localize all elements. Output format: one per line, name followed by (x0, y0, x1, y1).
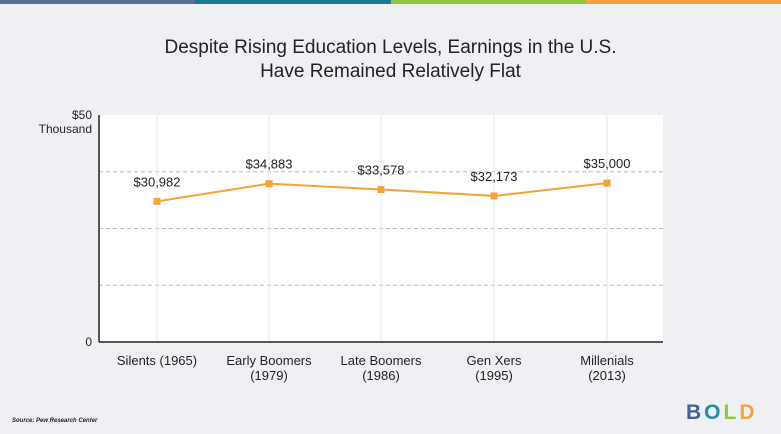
logo-letter: D (739, 401, 758, 424)
top-bar-segment (390, 0, 586, 4)
y-tick-label: $50 (72, 108, 92, 122)
top-bar-segment (585, 0, 781, 4)
top-bar-segment (0, 0, 196, 4)
top-color-bar (0, 0, 781, 4)
chart-title-line-1: Despite Rising Education Levels, Earning… (164, 37, 617, 58)
chart-title-line-2: Have Remained Relatively Flat (260, 61, 521, 82)
y-tick-label: 0 (85, 335, 92, 349)
chart-title: Despite Rising Education Levels, Earning… (0, 36, 781, 84)
data-label: $32,173 (471, 169, 518, 184)
x-tick-label: Millenials (580, 353, 634, 368)
x-tick-label: (1979) (250, 368, 288, 383)
data-point (490, 192, 498, 200)
logo-letter: O (704, 401, 724, 424)
x-tick-label: Silents (1965) (117, 353, 197, 368)
data-label: $35,000 (584, 156, 631, 171)
data-point (153, 197, 161, 205)
x-tick-label: (1986) (362, 368, 400, 383)
x-tick-label: Gen Xers (467, 353, 522, 368)
data-label: $34,883 (246, 157, 293, 172)
bold-logo: BOLD (686, 401, 758, 425)
top-bar-segment (195, 0, 391, 4)
x-tick-label: Early Boomers (226, 353, 312, 368)
data-label: $33,578 (358, 163, 405, 178)
data-point (603, 179, 611, 187)
data-point (377, 186, 385, 194)
logo-letter: L (723, 401, 740, 424)
y-tick-label: Thousand (39, 122, 92, 136)
logo-letter: B (686, 401, 705, 424)
source-note: Source: Pew Research Center (12, 418, 98, 424)
x-tick-label: (1995) (475, 368, 513, 383)
x-tick-label: Late Boomers (341, 353, 422, 368)
x-tick-label: (2013) (588, 368, 626, 383)
data-point (265, 180, 273, 188)
data-label: $30,982 (134, 174, 181, 189)
